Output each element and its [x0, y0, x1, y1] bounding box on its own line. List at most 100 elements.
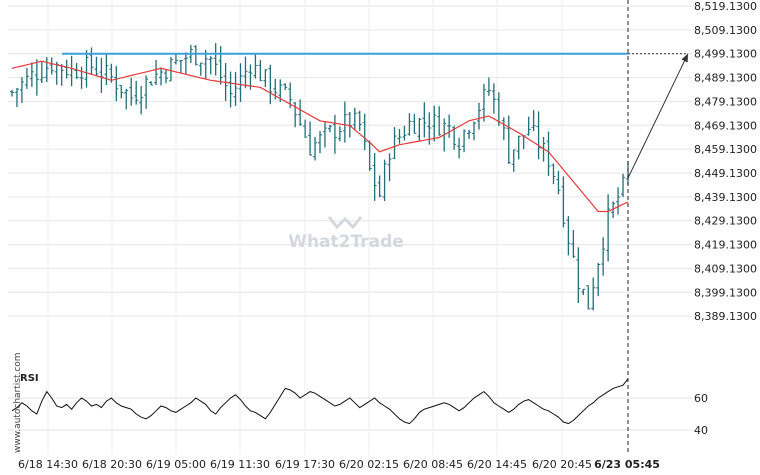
price-bar — [327, 124, 332, 133]
price-bar — [491, 83, 496, 114]
time-tick-label: 6/19 05:00 — [146, 458, 206, 471]
price-bar — [462, 129, 467, 153]
price-bar — [531, 110, 536, 132]
price-bar — [109, 63, 114, 83]
rsi-tick-label: 60 — [694, 392, 708, 405]
price-bar — [621, 173, 626, 198]
price-bar — [526, 116, 531, 136]
candlestick-series — [10, 43, 630, 311]
price-bar — [79, 66, 84, 89]
projection-arrow — [627, 53, 689, 179]
price-bar — [19, 77, 24, 103]
price-bar — [432, 105, 437, 142]
price-bar — [263, 69, 268, 88]
price-tick-label: 8,469.1300 — [694, 119, 757, 132]
price-bar — [124, 88, 129, 110]
price-bar — [397, 129, 402, 144]
price-tick-label: 8,399.1300 — [694, 286, 757, 299]
price-bar — [283, 83, 288, 91]
price-bar — [228, 71, 233, 108]
price-tick-label: 8,479.1300 — [694, 95, 757, 108]
price-bar — [49, 57, 54, 75]
time-tick-label: 6/18 20:30 — [82, 458, 142, 471]
price-bar — [516, 135, 521, 160]
price-bar — [332, 114, 337, 154]
price-bar — [551, 163, 556, 185]
price-bar — [616, 187, 621, 215]
price-bar — [476, 102, 481, 130]
price-bar — [472, 121, 476, 141]
time-tick-label: 6/23 05:45 — [594, 458, 660, 471]
price-bar — [74, 62, 79, 79]
price-bar — [238, 63, 243, 102]
price-bar — [596, 262, 601, 297]
price-bar — [178, 59, 183, 74]
price-bar — [357, 110, 362, 131]
price-bar — [591, 277, 596, 311]
price-grid — [8, 5, 692, 317]
watermark-logo: What2Trade — [288, 216, 404, 252]
price-axis-ticks: 8,519.1300 8,509.1300 8,499.1300 8,489.1300… — [694, 0, 757, 323]
price-bar — [168, 56, 173, 82]
price-bar — [10, 89, 14, 97]
price-bar — [218, 46, 223, 85]
price-bar — [412, 113, 417, 134]
time-tick-label: 6/20 02:15 — [339, 458, 399, 471]
price-bar — [29, 62, 34, 87]
price-bar — [14, 87, 19, 108]
price-bar — [402, 125, 407, 141]
price-bar — [566, 216, 571, 256]
price-tick-label: 8,449.1300 — [694, 167, 757, 180]
price-bar — [377, 175, 382, 198]
price-bar — [69, 55, 74, 87]
price-bar — [372, 152, 377, 201]
time-tick-label: 6/18 14:30 — [18, 458, 78, 471]
price-bar — [268, 64, 273, 105]
price-bar — [99, 57, 104, 94]
price-bar — [447, 114, 452, 138]
projection-arrowhead — [681, 53, 688, 63]
price-bar — [298, 99, 303, 126]
price-tick-label: 8,409.1300 — [694, 262, 757, 275]
price-tick-label: 8,419.1300 — [694, 239, 757, 252]
price-bar — [243, 56, 248, 89]
price-tick-label: 8,429.1300 — [694, 215, 757, 228]
price-bar — [506, 115, 511, 164]
price-bar — [601, 237, 606, 276]
price-bar — [39, 61, 44, 84]
time-tick-label: 6/19 11:30 — [210, 458, 270, 471]
price-bar — [313, 136, 318, 161]
rsi-grid — [8, 397, 692, 431]
price-tick-label: 8,459.1300 — [694, 143, 757, 156]
price-bar — [422, 102, 427, 138]
price-bar — [59, 64, 64, 86]
price-bar — [104, 53, 109, 85]
price-bar — [322, 121, 327, 148]
price-bar — [84, 50, 89, 88]
price-bar — [318, 131, 322, 154]
price-bar — [164, 69, 168, 84]
moving-average-line — [11, 60, 629, 213]
price-bar — [208, 56, 213, 75]
price-bar — [144, 75, 149, 109]
price-bar — [581, 288, 586, 296]
price-bar — [94, 56, 99, 77]
price-bar — [556, 170, 561, 195]
price-bar — [571, 229, 576, 258]
price-bar — [173, 53, 178, 65]
price-bar — [64, 59, 69, 79]
price-tick-label: 8,439.1300 — [694, 191, 757, 204]
time-tick-label: 6/20 08:45 — [403, 458, 463, 471]
price-bar — [233, 71, 238, 106]
price-bar — [417, 117, 422, 142]
price-bar — [511, 149, 516, 172]
price-bar — [561, 176, 566, 228]
price-bar — [24, 67, 29, 89]
price-bar — [44, 57, 49, 83]
rsi-label: RSI — [20, 373, 39, 384]
price-bar — [481, 83, 486, 122]
price-bar — [352, 107, 357, 131]
price-bar — [119, 85, 124, 99]
time-tick-label: 6/20 20:45 — [532, 458, 592, 471]
price-tick-label: 8,519.1300 — [694, 0, 757, 13]
